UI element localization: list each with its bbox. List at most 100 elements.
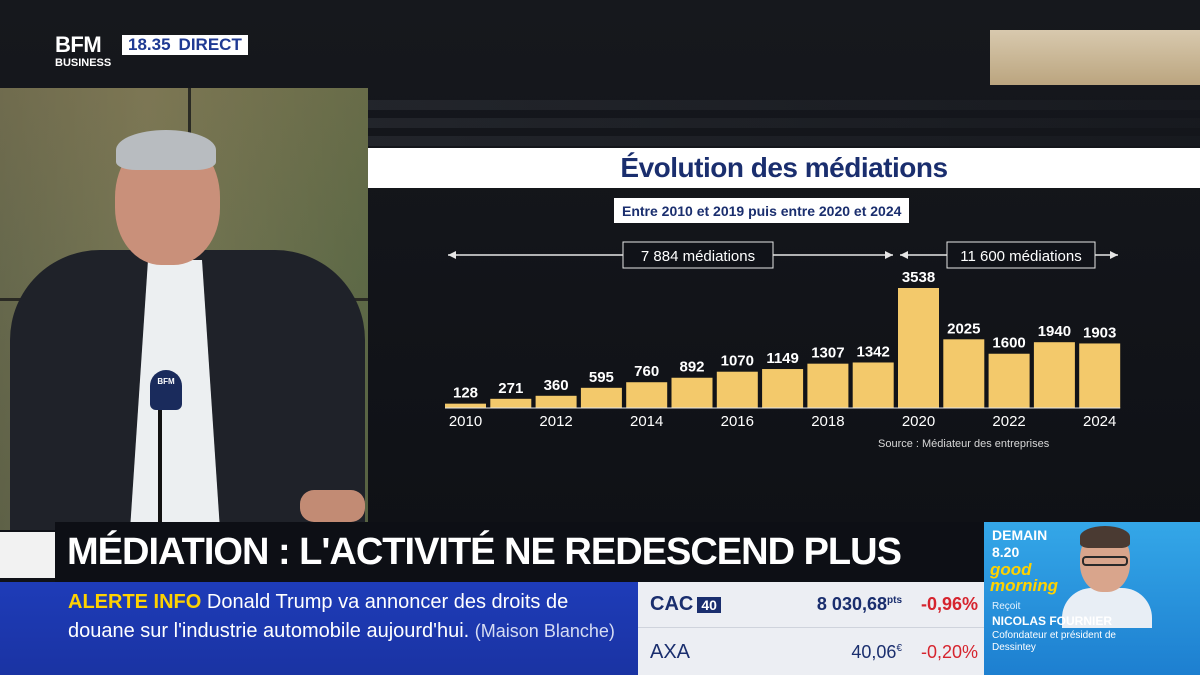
logo-business: BUSINESS (55, 57, 112, 69)
chart-bar (445, 403, 486, 408)
mic-label: BFM (157, 377, 175, 386)
bar-chart: 7 884 médiations 11 600 médiations 128 271 3… (445, 241, 1121, 430)
background-stripe (368, 118, 1200, 128)
chart-bar (988, 353, 1030, 408)
show-logo-line2: morning (990, 576, 1058, 595)
market-badge: 40 (697, 597, 721, 613)
chart-bar (943, 339, 985, 408)
chart-title: Évolution des médiations (620, 152, 948, 183)
bar-value-label: 892 (679, 359, 704, 376)
market-unit: pts (887, 595, 902, 606)
chart-bar (1079, 343, 1121, 408)
logo-bfm: BFM (55, 32, 102, 57)
chart-panel: Évolution des médiations Entre 2010 et 2… (368, 148, 1200, 520)
bar-value-label: 1342 (857, 343, 890, 360)
bar-value-label: 760 (634, 363, 659, 380)
x-tick-label: 2020 (902, 413, 935, 430)
guest-role: Cofondateur et président de Dessintey (992, 630, 1116, 653)
period-arrow-head (900, 251, 908, 259)
market-row-cac40: CAC 40 8 030,68pts -0,96% (638, 582, 984, 628)
x-tick-label: 2022 (992, 413, 1025, 430)
bar-value-label: 271 (498, 380, 523, 397)
period-arrow-head (1110, 251, 1118, 259)
period-label-box (622, 241, 774, 269)
bar-value-label: 1307 (811, 345, 844, 362)
news-ticker: ALERTE INFO Donald Trump va annoncer des… (0, 582, 638, 675)
ticker-line-1: ALERTE INFO Donald Trump va annoncer des… (68, 588, 638, 617)
ticker-text-2: douane sur l'industrie automobile aujour… (68, 620, 470, 642)
alert-label: ALERTE INFO (68, 591, 202, 613)
headline-banner: MÉDIATION : L'ACTIVITÉ NE REDESCEND PLUS (55, 522, 985, 582)
x-tick-label: 2010 (449, 413, 482, 430)
bar-value-label: 360 (544, 377, 569, 394)
ticker-line-2: douane sur l'industrie automobile aujour… (68, 617, 638, 646)
bar-value-label: 1600 (992, 335, 1025, 352)
market-name: AXA (650, 640, 691, 663)
market-change: -0,20% (920, 641, 978, 662)
market-unit: € (896, 642, 902, 654)
headline-text: MÉDIATION : L'ACTIVITÉ NE REDESCEND PLUS (67, 530, 902, 573)
period-label-box (946, 241, 1096, 269)
market-value: 40,06€ (851, 642, 902, 663)
market-value-text: 8 030,68 (816, 594, 887, 614)
chart-bar (671, 377, 713, 408)
chart-subtitle: Entre 2010 et 2019 puis entre 2020 et 20… (614, 198, 910, 223)
chart-bar (580, 387, 622, 408)
background-stripe (368, 136, 1200, 146)
chart-bar (626, 382, 668, 408)
promo-recoit: Reçoit (992, 601, 1021, 612)
bar-value-label: 1149 (766, 350, 799, 367)
chart-bar (1033, 342, 1075, 408)
period-label: 11 600 médiations (960, 248, 1081, 265)
ticker-text-1: Donald Trump va annoncer des droits de (206, 591, 569, 613)
live-label: DIRECT (178, 35, 242, 54)
period-arrow-head (885, 251, 893, 259)
market-name: CAC 40 (650, 593, 721, 616)
market-name-text: CAC (650, 593, 694, 615)
time-live-badge: 18.35 DIRECT (122, 35, 248, 55)
chart-bar (807, 363, 849, 408)
promo-day: DEMAIN (992, 527, 1048, 543)
chart-title-bar: Évolution des médiations (368, 148, 1200, 188)
presenter-hair (116, 130, 216, 170)
chart-source: Source : Médiateur des entreprises (878, 438, 1050, 450)
guest-body (1062, 588, 1152, 628)
market-row-axa: AXA 40,06€ -0,20% (638, 629, 984, 675)
chart-bar (762, 369, 804, 408)
bar-value-label: 1940 (1038, 323, 1071, 340)
presenter: BFM (0, 130, 370, 530)
headline-accent (0, 532, 55, 578)
bar-value-label: 128 (453, 385, 478, 402)
microphone-stand (158, 390, 162, 530)
decor-panel (990, 30, 1200, 85)
show-logo: good morning (990, 560, 1058, 595)
bar-value-label: 2025 (947, 320, 980, 337)
bar-value-label: 595 (589, 369, 614, 386)
clock-time: 18.35 (128, 35, 171, 54)
channel-logo: BFM BUSINESS (55, 34, 111, 70)
promo-time: 8.20 (992, 544, 1020, 560)
show-logo-line1: good (990, 560, 1032, 579)
x-tick-label: 2024 (1083, 413, 1116, 430)
background-stripe (368, 100, 1200, 110)
show-promo: DEMAIN 8.20 good morning Reçoit NICOLAS … (984, 522, 1200, 675)
chart-bar (898, 288, 939, 408)
x-tick-label: 2018 (811, 413, 844, 430)
period-label: 7 884 médiations (641, 248, 755, 265)
bar-value-label: 3538 (902, 269, 935, 286)
x-tick-label: 2016 (721, 413, 754, 430)
period-arrow-head (448, 251, 456, 259)
market-value: 8 030,68pts (817, 594, 902, 615)
market-change: -0,96% (920, 594, 978, 614)
guest-photo (1062, 524, 1152, 628)
chart-bar (535, 395, 577, 408)
microphone: BFM (150, 370, 182, 410)
market-box: CAC 40 8 030,68pts -0,96% AXA 40,06€ -0,2… (638, 582, 984, 675)
presenter-hand (300, 490, 365, 522)
chart-bar (490, 398, 532, 408)
ticker-source: (Maison Blanche) (474, 621, 615, 641)
guest-name: NICOLAS FOURNIER (992, 614, 1112, 628)
bar-value-label: 1903 (1083, 324, 1116, 341)
bar-value-label: 1070 (721, 353, 754, 370)
market-value-text: 40,06 (851, 641, 897, 662)
